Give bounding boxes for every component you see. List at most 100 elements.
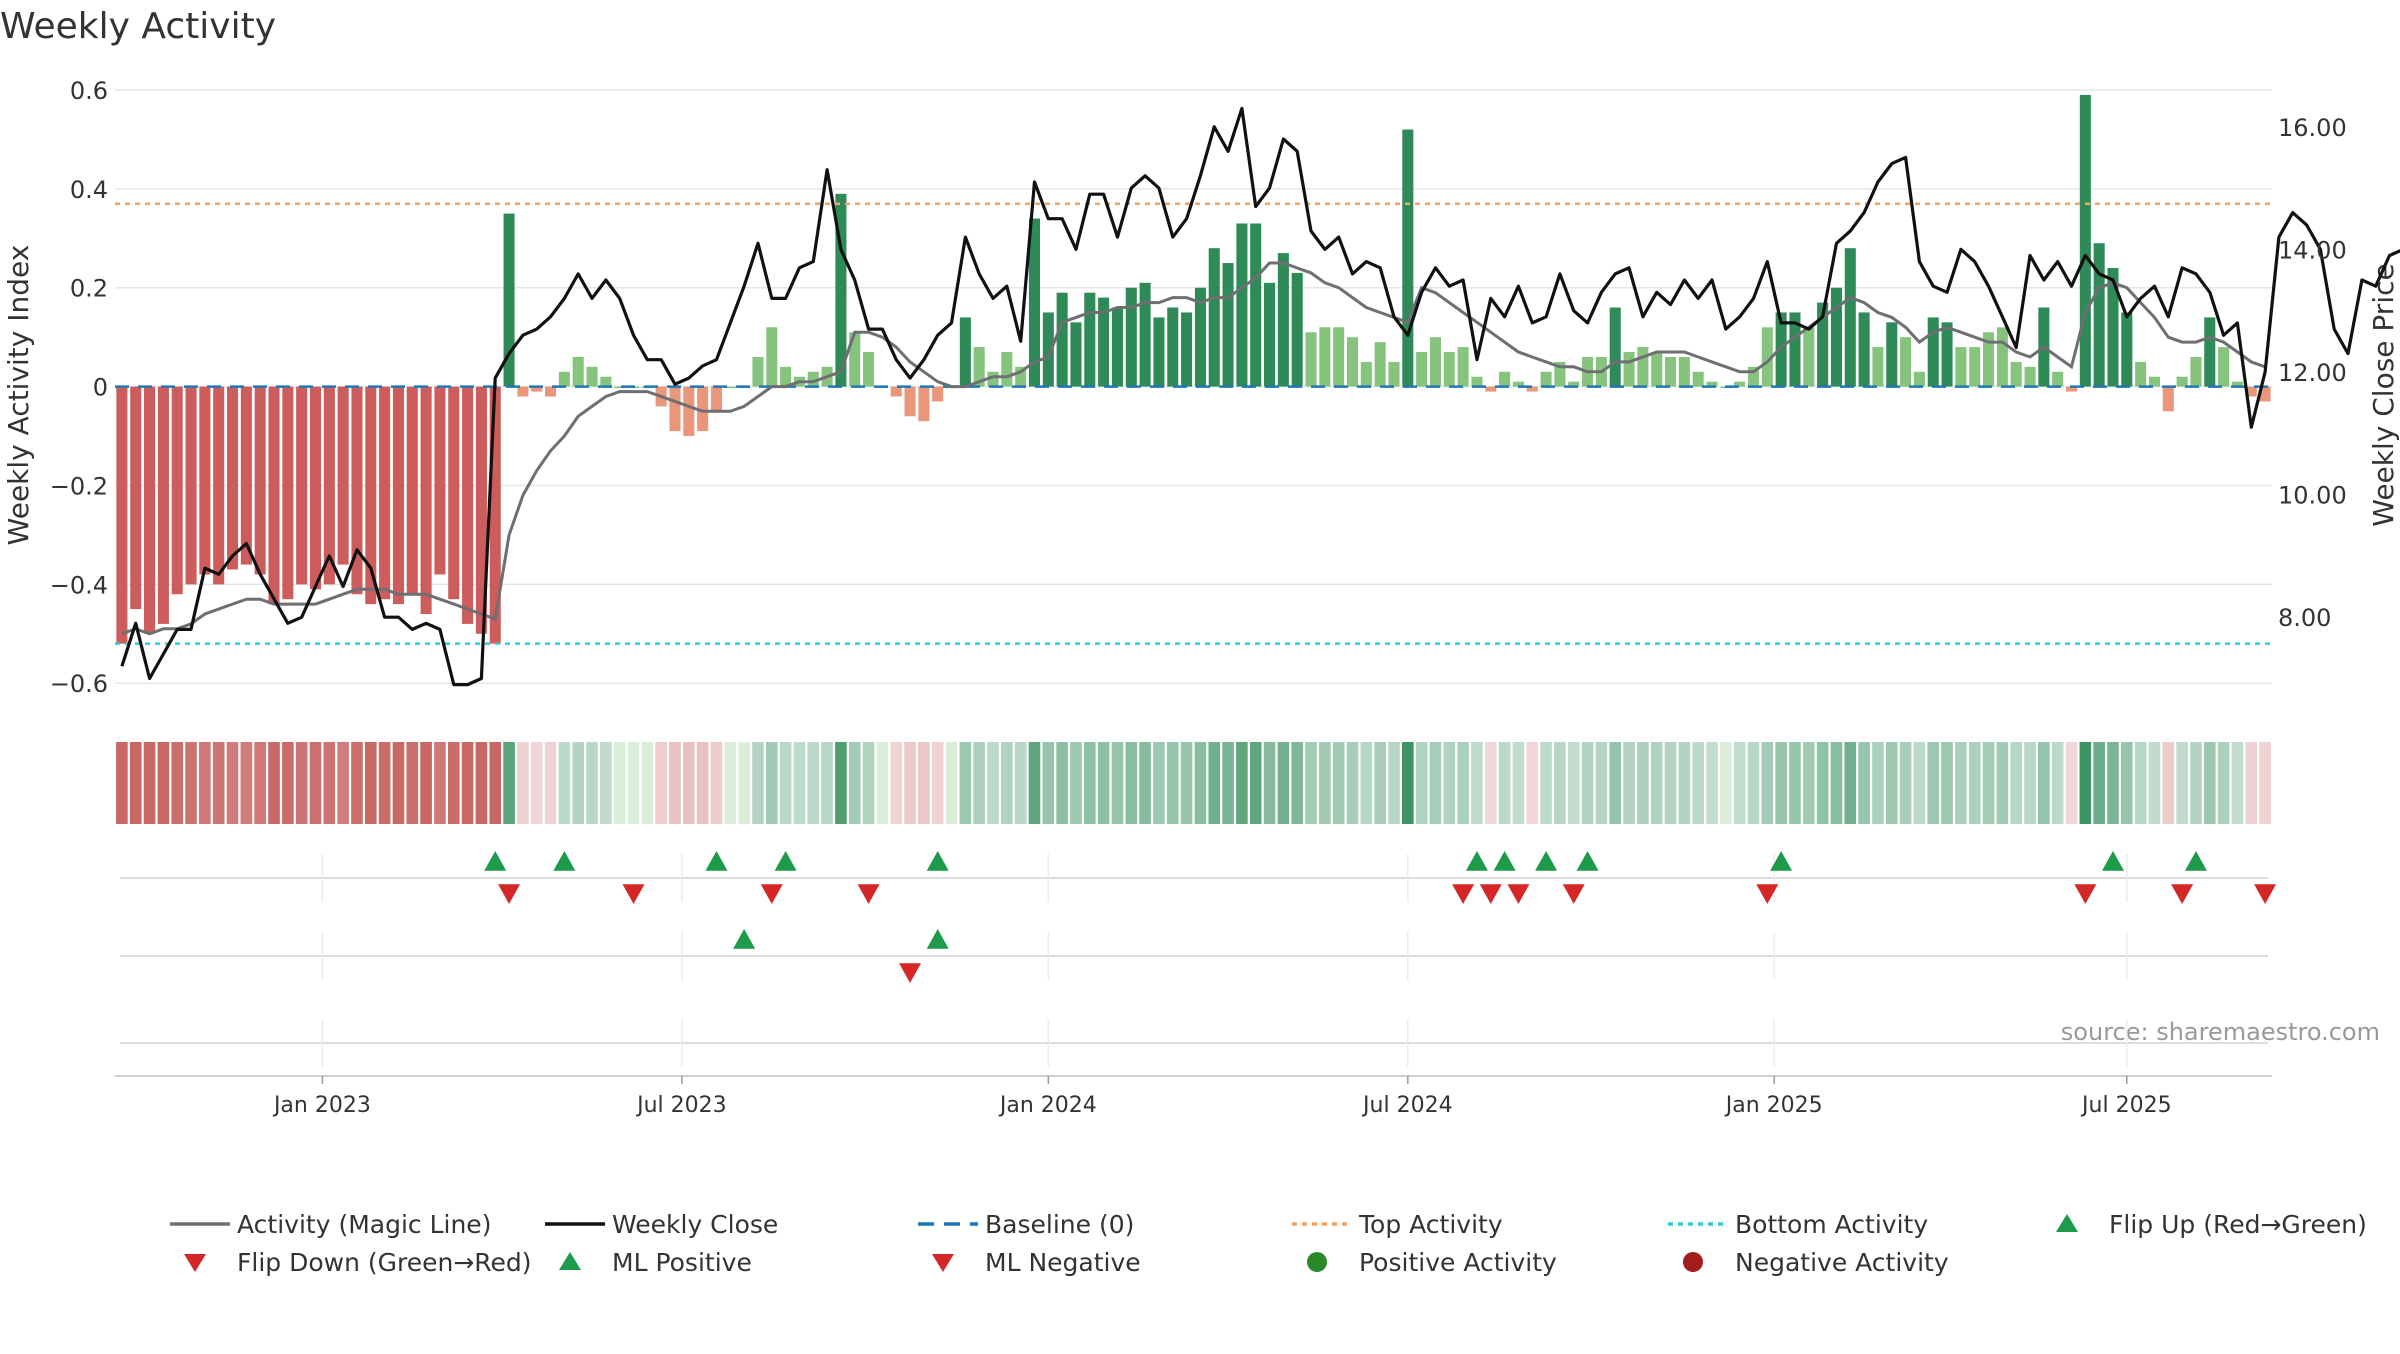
legend-swatch [1307,1252,1327,1272]
activity-bar [1319,327,1331,387]
source-label: source: sharemaestro.com [2061,1018,2380,1046]
activity-bar [1402,129,1414,387]
activity-bar [2065,386,2078,392]
activity-bar [1692,371,1704,387]
strip-cell [1208,742,1221,824]
activity-bar [1139,282,1151,387]
strip-cell [378,742,391,824]
strip-cell [116,742,128,824]
legend-swatch [559,1252,581,1270]
activity-bar [1236,223,1248,387]
strip-cell [1028,742,1041,824]
activity-bar [752,356,764,387]
strip-cell [1844,742,1857,824]
strip-cell [2148,742,2161,824]
strip-cell [1554,742,1566,824]
activity-bar [1568,381,1580,387]
flip-down-marker [2254,884,2277,904]
legend-swatch [932,1254,954,1272]
activity-bar [1817,302,1829,387]
activity-bar [1111,307,1123,387]
strip-cell [1789,742,1801,824]
strip-cell [1374,742,1386,824]
strip-cell [1526,742,1539,824]
activity-bar [1858,312,1870,387]
activity-bar [600,376,612,387]
activity-bar [296,386,308,585]
legend-swatch [2056,1214,2078,1232]
activity-bar [503,213,515,387]
flip-up-marker [1465,851,1488,871]
strip-cell [295,742,308,824]
activity-bar [2079,94,2091,387]
activity-bar [1429,337,1442,387]
activity-bar [1333,327,1345,387]
flip-down-marker [1452,884,1475,904]
strip-cell [2107,742,2119,824]
strip-cell [447,742,460,824]
strip-cell [1042,742,1055,824]
activity-bar [558,371,570,387]
strip-cell [2190,742,2202,824]
activity-bar [1872,347,1884,387]
activity-bar [185,386,197,585]
strip-cell [710,742,723,824]
activity-bar [780,366,792,387]
strip-cell [1236,742,1248,824]
activity-bar [2259,386,2271,402]
strip-cell [1471,742,1483,824]
flip-down-marker [2171,884,2194,904]
strip-cell [945,742,958,824]
strip-cell [848,742,861,824]
activity-bar [517,386,529,397]
activity-bar [1969,347,1981,387]
activity-bar [1167,307,1179,387]
activity-bar [1554,361,1566,387]
strip-cell [1996,742,2009,824]
strip-cell [434,742,446,824]
activity-bar [1637,347,1649,387]
legend-label: Top Activity [1358,1210,1503,1239]
x-tick-label: Jul 2025 [2080,1093,2172,1118]
activity-bar [1264,282,1276,387]
strip-cell [1761,742,1774,824]
strip-cell [2231,742,2244,824]
strip-cell [1650,742,1663,824]
activity-bar [2162,386,2174,412]
signal-markers [120,851,2277,1067]
strip-cell [1360,742,1373,824]
activity-bar [1651,352,1663,387]
strip-cell [171,742,184,824]
activity-bar [1761,327,1773,387]
activity-bar [849,332,861,387]
y-tick-label: −0.4 [50,571,108,599]
legend-swatch [184,1254,206,1272]
legend-label: ML Positive [612,1248,752,1277]
strip-cell [1001,742,1013,824]
strip-cell [1692,742,1704,824]
activity-bar [213,386,225,585]
activity-bar [545,386,557,397]
strip-cell [1429,742,1442,824]
activity-bar [2148,376,2161,387]
activity-bar [475,386,487,634]
strip-cell [323,742,336,824]
activity-bar [282,386,294,600]
activity-bar [1900,337,1912,387]
ml-negative-marker [899,963,922,983]
activity-bar [586,366,598,387]
legend-label: Positive Activity [1359,1248,1557,1277]
flip-up-marker [2101,851,2124,871]
legend-label: Weekly Close [612,1210,778,1239]
activity-strip [116,742,2271,824]
activity-bar [918,386,930,422]
strip-cell [1263,742,1276,824]
strip-cell [1733,742,1746,824]
strip-cell [765,742,778,824]
strip-cell [959,742,972,824]
strip-cell [309,742,322,824]
strip-cell [1014,742,1027,824]
activity-bar [1125,287,1137,387]
flip-down-marker [1479,884,1502,904]
